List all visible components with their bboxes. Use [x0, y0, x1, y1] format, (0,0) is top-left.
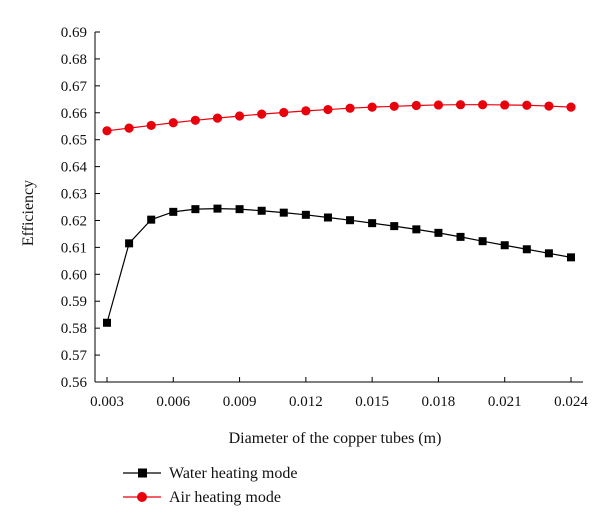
data-point	[368, 219, 377, 228]
series-line	[106, 208, 572, 323]
data-point	[456, 232, 465, 241]
data-point	[434, 228, 443, 237]
legend-label: Water heating mode	[169, 465, 297, 482]
data-point	[411, 100, 421, 111]
x-tick-label: 0.003	[90, 394, 124, 410]
data-point	[257, 206, 266, 215]
y-tick-label: 0.59	[61, 294, 87, 310]
x-tick-label: 0.024	[554, 394, 588, 410]
y-tick-label: 0.67	[61, 79, 88, 95]
x-axis-title: Diameter of the copper tubes (m)	[229, 430, 442, 447]
data-point	[212, 113, 223, 123]
data-point	[323, 104, 333, 115]
data-point	[522, 245, 531, 254]
data-point	[279, 208, 288, 217]
data-point	[301, 106, 311, 116]
data-point	[103, 318, 111, 327]
y-tick-label: 0.58	[61, 321, 87, 337]
data-point	[433, 100, 444, 110]
legend-label: Air heating mode	[169, 489, 281, 506]
x-tick-label: 0.012	[289, 394, 323, 410]
data-point	[257, 109, 267, 119]
x-tick-label: 0.021	[488, 394, 522, 410]
y-tick-label: 0.63	[61, 187, 87, 203]
x-tick-label: 0.009	[223, 394, 257, 410]
data-point	[567, 253, 575, 262]
y-tick-label: 0.61	[61, 240, 87, 256]
y-tick-label: 0.65	[61, 133, 87, 149]
x-tick-label: 0.018	[422, 394, 456, 410]
data-point	[125, 239, 134, 248]
axes: 0.56 0.57 0.58 0.59 0.60 0.61 0.62 0.63 0.64 0.65…	[61, 25, 589, 410]
series-water-heating	[103, 204, 575, 327]
data-point	[478, 100, 488, 110]
data-point	[191, 205, 200, 214]
y-tick-label: 0.68	[61, 52, 87, 68]
data-point	[500, 100, 510, 110]
data-point	[544, 101, 554, 111]
data-point	[146, 120, 156, 131]
y-tick-label: 0.56	[61, 375, 88, 391]
data-point	[455, 100, 466, 110]
data-point	[544, 249, 553, 258]
data-point	[478, 237, 487, 246]
y-axis-title: Efficiency	[20, 180, 37, 246]
y-tick-label: 0.64	[61, 160, 88, 176]
y-tick-label: 0.62	[61, 213, 87, 229]
data-point	[566, 102, 576, 112]
data-point	[301, 210, 310, 219]
data-point	[412, 225, 421, 234]
x-tick-label: 0.015	[355, 394, 389, 410]
series-group	[102, 100, 576, 327]
data-point	[367, 102, 377, 112]
data-point	[279, 107, 289, 118]
series-line	[106, 104, 572, 132]
data-point	[346, 216, 355, 225]
series-air-heating	[102, 100, 576, 136]
data-point	[169, 207, 178, 216]
data-point	[234, 111, 245, 121]
data-point	[235, 205, 244, 214]
y-tick-label: 0.57	[61, 348, 88, 364]
legend: Water heating mode Air heating mode	[123, 465, 297, 506]
legend-item: Water heating mode	[123, 465, 297, 482]
data-point	[168, 118, 178, 128]
data-point	[147, 215, 156, 224]
data-point	[500, 241, 509, 250]
data-point	[345, 103, 355, 113]
data-point	[213, 204, 222, 213]
data-point	[522, 100, 532, 110]
data-point	[102, 126, 112, 136]
legend-marker	[137, 492, 147, 502]
legend-marker	[138, 468, 147, 478]
data-point	[124, 123, 134, 133]
y-tick-label: 0.66	[61, 106, 88, 122]
y-tick-label: 0.60	[61, 267, 87, 283]
data-point	[389, 101, 399, 111]
legend-item: Air heating mode	[123, 489, 281, 506]
data-point	[323, 213, 332, 222]
x-tick-label: 0.006	[156, 394, 190, 410]
data-point	[390, 222, 399, 231]
y-tick-label: 0.69	[61, 25, 87, 41]
data-point	[190, 115, 200, 125]
